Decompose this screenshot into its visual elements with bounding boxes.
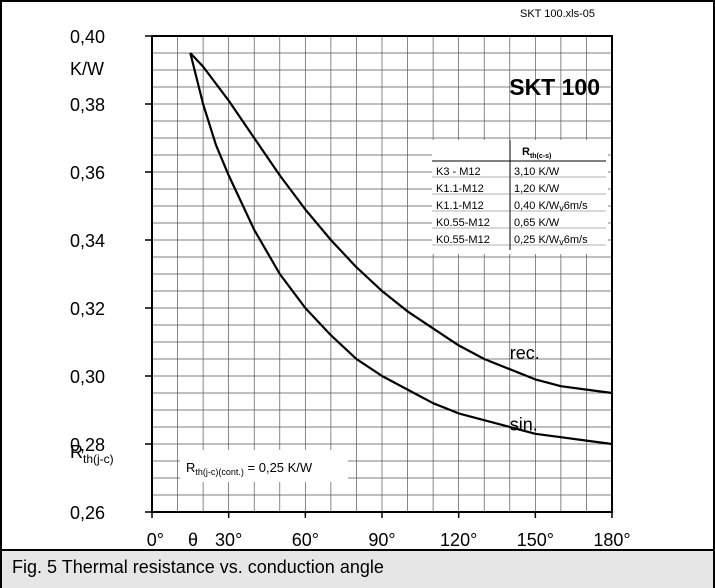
cont-annotation-main: R [186,460,195,475]
table-cell-heatsink: K0.55-M12 [436,234,490,246]
table-cell-value: 0,25 K/Wv6m/s [514,234,588,247]
cont-annotation-sub: th(j-c)(cont.) [195,467,244,477]
x-tick-label: 180° [593,530,630,550]
rth-table: Rth(c-s) K3 - M12 3,10 K/W K1.1-M12 1,20 K/… [432,140,608,254]
y-tick-label: 0,30 [70,367,105,387]
table-cell-value: 3,10 K/W [514,166,560,178]
x-tick-label: 150° [517,530,554,550]
table-cell-value: 0,40 K/Wv6m/s [514,200,588,213]
y-axis-label-main: R [70,442,83,462]
y-tick-label: 0,36 [70,163,105,183]
series-line-0 [189,52,613,395]
y-axis-label-sub: th(j-c) [83,452,114,466]
unit-label: K/W [70,59,104,79]
y-tick-label: 0,28 [70,435,105,455]
y-tick-label: 0,40 [70,27,105,47]
series-line-1 [189,52,613,446]
y-tick-label: 0,32 [70,299,105,319]
x-tick-label: 90° [368,530,395,550]
table-cell-heatsink: K1.1-M12 [436,183,484,195]
table-header: Rth(c-s) [522,146,551,160]
cont-annotation-text: Rth(j-c)(cont.) = 0,25 K/W [186,460,313,477]
grid [152,36,612,512]
x-tick-label: 120° [440,530,477,550]
cont-annotation: Rth(j-c)(cont.) = 0,25 K/W [180,450,348,482]
theta-symbol: θ [188,530,198,550]
y-tick-label: 0,34 [70,231,105,251]
series-label-1: sin. [510,414,538,434]
table-cell-heatsink: K1.1-M12 [436,200,484,212]
table-cell-value: 1,20 K/W [514,183,560,195]
y-tick-label: 0,26 [70,503,105,523]
chart-title: SKT 100 [509,74,600,100]
table-cell-heatsink: K0.55-M12 [436,217,490,229]
table-cell-heatsink: K3 - M12 [436,166,481,178]
series-label-0: rec. [510,343,540,363]
cont-annotation-rest: = 0,25 K/W [244,460,313,475]
axis-ticks: 0,26 0,28 0,30 0,32 0,34 0,36 0,38 0,40 0° 30° 60°… [70,27,631,550]
table-rows: K3 - M12 3,10 K/W K1.1-M12 1,20 K/W K1.1-M12… [432,166,606,247]
table-cell-value: 0,65 K/W [514,217,560,229]
curves: rec. sin. [189,52,613,446]
y-tick-label: 0,38 [70,95,105,115]
table-header-sub: th(c-s) [530,153,551,160]
figure-caption: Fig. 5 Thermal resistance vs. conduction… [12,557,384,577]
x-tick-label: 0° [147,530,164,550]
x-tick-label: 30° [215,530,242,550]
source-label: SKT 100.xls-05 [520,8,595,20]
table-header-main: R [522,146,530,158]
x-tick-label: 60° [292,530,319,550]
caption-bar: Fig. 5 Thermal resistance vs. conduction… [2,549,713,588]
y-axis-label: Rth(j-c) [70,442,114,466]
